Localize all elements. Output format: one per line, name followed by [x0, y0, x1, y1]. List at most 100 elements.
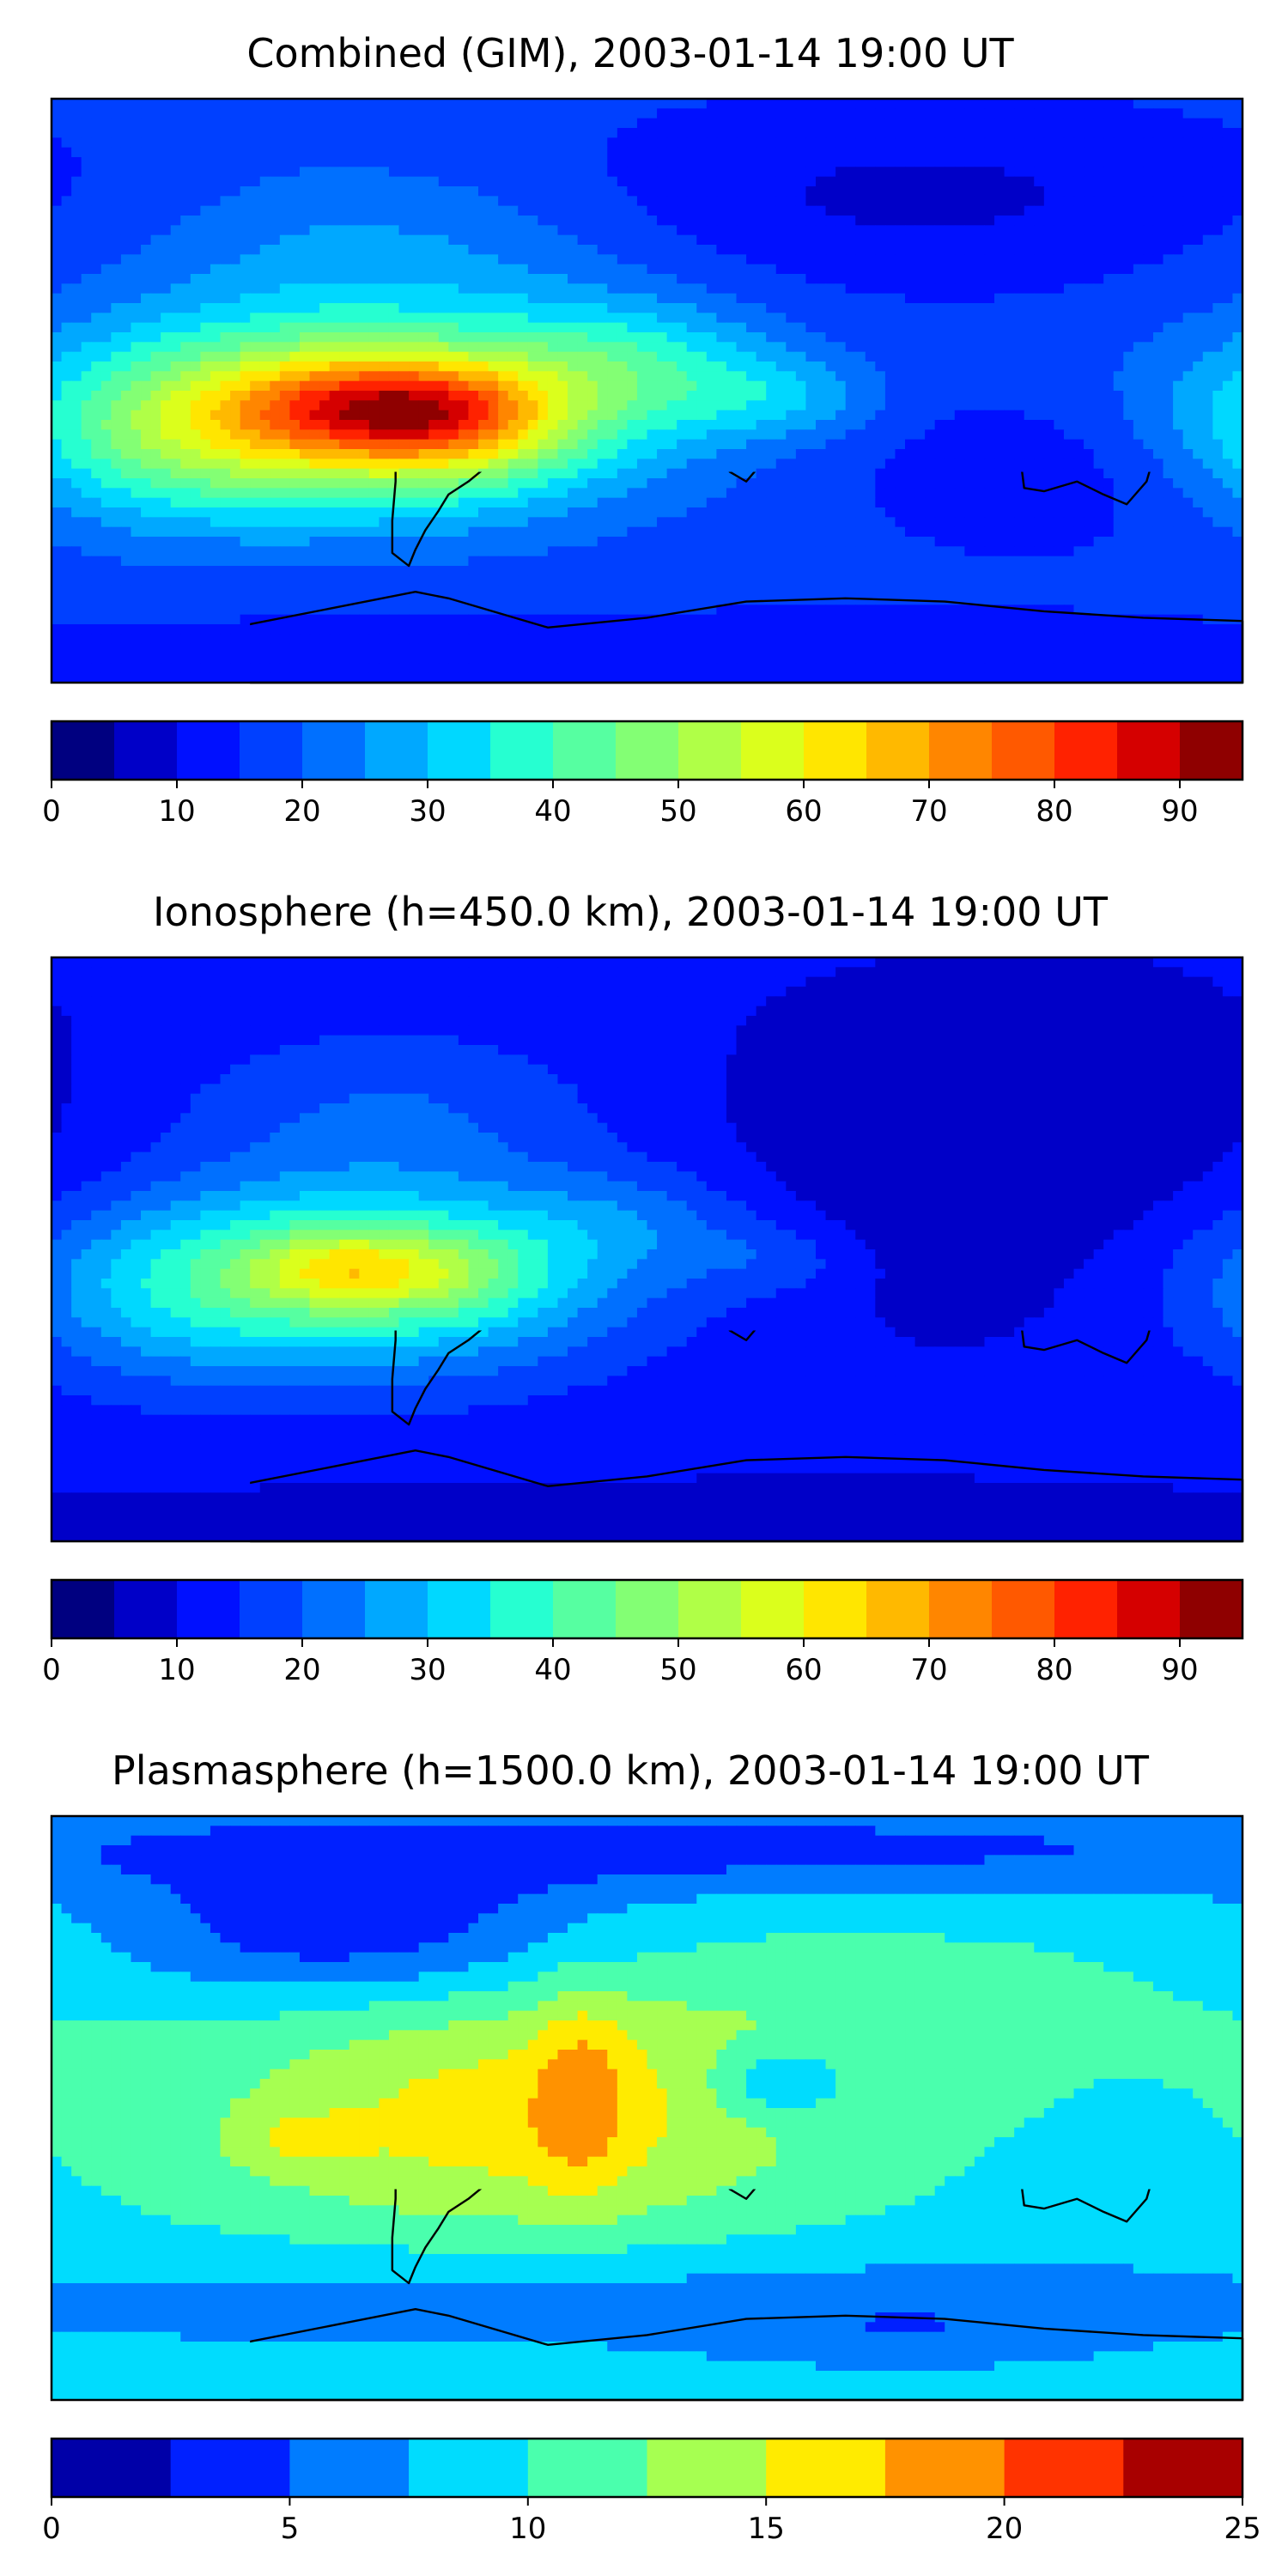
- contour-cell: [71, 225, 82, 236]
- contour-cell: [1113, 410, 1124, 421]
- contour-cell: [1014, 167, 1025, 178]
- contour-cell: [547, 118, 559, 129]
- contour-cell: [617, 234, 628, 246]
- contour-cell: [438, 351, 449, 362]
- contour-cell: [895, 283, 906, 295]
- contour-cell: [1093, 313, 1104, 324]
- contour-cell: [1173, 342, 1184, 353]
- contour-cell: [250, 245, 261, 255]
- contour-cell: [925, 167, 936, 178]
- contour-cell: [875, 196, 886, 207]
- contour-cell: [666, 118, 677, 129]
- contour-cell: [587, 400, 598, 411]
- contour-cell: [766, 245, 777, 255]
- contour-cell: [825, 439, 836, 450]
- contour-cell: [240, 205, 251, 216]
- contour-cell: [1182, 391, 1194, 401]
- contour-cell: [1054, 283, 1065, 295]
- contour-cell: [855, 468, 866, 479]
- contour-cell: [786, 108, 797, 119]
- contour-cell: [478, 205, 489, 216]
- contour-cell: [875, 274, 886, 284]
- contour-cell: [190, 361, 201, 372]
- contour-cell: [230, 137, 241, 149]
- contour-cell: [587, 176, 598, 187]
- contour-cell: [319, 108, 331, 119]
- contour-cell: [458, 429, 470, 440]
- contour-cell: [1093, 254, 1104, 265]
- contour-cell: [100, 234, 112, 246]
- contour-cell: [507, 371, 519, 382]
- contour-cell: [150, 234, 161, 246]
- contour-cell: [568, 332, 579, 343]
- contour-cell: [835, 216, 847, 226]
- contour-cell: [141, 478, 152, 489]
- contour-cell: [974, 205, 986, 216]
- contour-cell: [458, 108, 470, 119]
- contour-cell: [329, 478, 340, 489]
- contour-cell: [914, 225, 926, 236]
- contour-cell: [518, 459, 529, 470]
- contour-cell: [974, 108, 986, 119]
- contour-cell: [507, 225, 519, 236]
- contour-cell: [161, 380, 172, 392]
- contour-cell: [289, 274, 301, 284]
- contour-cell: [498, 488, 509, 499]
- contour-cell: [696, 245, 708, 255]
- contour-cell: [1093, 410, 1104, 421]
- contour-cell: [1043, 303, 1054, 313]
- contour-cell: [557, 283, 568, 295]
- contour-cell: [349, 380, 360, 392]
- contour-cell: [141, 274, 152, 284]
- contour-cell: [905, 449, 916, 459]
- contour-cell: [329, 283, 340, 295]
- contour-cell: [636, 176, 648, 187]
- contour-cell: [458, 322, 470, 333]
- contour-cell: [71, 361, 82, 372]
- contour-cell: [81, 254, 92, 265]
- contour-cell: [359, 176, 370, 187]
- contour-cell: [1034, 128, 1045, 138]
- contour-cell: [71, 147, 82, 158]
- contour-cell: [1103, 439, 1115, 450]
- contour-cell: [607, 468, 618, 479]
- contour-cell: [1182, 380, 1194, 392]
- contour-cell: [428, 361, 440, 372]
- contour-cell: [388, 391, 400, 401]
- contour-cell: [647, 293, 658, 304]
- contour-cell: [1084, 264, 1095, 275]
- contour-cell: [111, 410, 122, 421]
- contour-cell: [666, 283, 677, 295]
- contour-cell: [170, 488, 181, 499]
- contour-cell: [250, 147, 261, 158]
- contour-cell: [120, 99, 132, 109]
- contour-cell: [270, 108, 281, 119]
- contour-cell: [438, 186, 449, 197]
- contour-cell: [726, 254, 738, 265]
- contour-cell: [945, 488, 956, 499]
- contour-cell: [91, 283, 102, 295]
- contour-cell: [1103, 361, 1115, 372]
- contour-cell: [597, 420, 608, 430]
- contour-cell: [1024, 478, 1035, 489]
- contour-cell: [250, 137, 261, 149]
- contour-cell: [1163, 420, 1174, 430]
- contour-cell: [230, 176, 241, 187]
- contour-cell: [61, 283, 72, 295]
- contour-cell: [1084, 468, 1095, 479]
- contour-cell: [1152, 137, 1164, 149]
- contour-cell: [230, 216, 241, 226]
- contour-cell: [289, 313, 301, 324]
- contour-cell: [1212, 99, 1224, 109]
- contour-cell: [180, 391, 191, 401]
- contour-cell: [518, 216, 529, 226]
- contour-cell: [756, 254, 767, 265]
- contour-cell: [696, 322, 708, 333]
- contour-cell: [329, 254, 340, 265]
- contour-cell: [190, 410, 201, 421]
- contour-cell: [1182, 420, 1194, 430]
- contour-cell: [1084, 118, 1095, 129]
- contour-cell: [161, 274, 172, 284]
- contour-cell: [726, 361, 738, 372]
- contour-cell: [488, 99, 499, 109]
